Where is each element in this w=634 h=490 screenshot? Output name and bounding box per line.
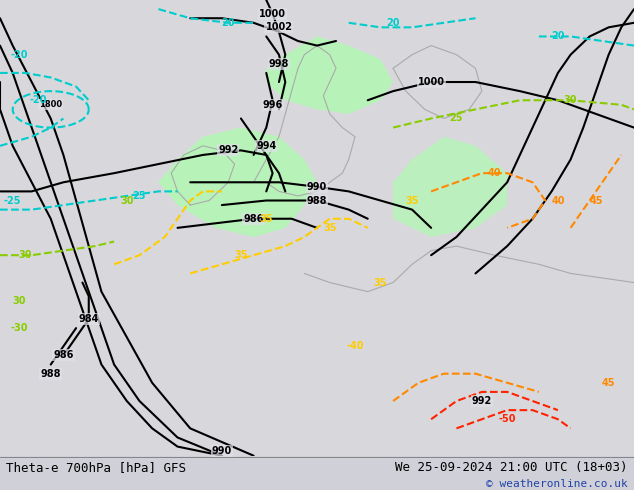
- Text: 40: 40: [488, 168, 501, 178]
- Text: 30: 30: [18, 250, 32, 260]
- Text: 986: 986: [243, 214, 264, 224]
- Polygon shape: [158, 127, 317, 237]
- Text: 25: 25: [450, 114, 463, 123]
- Text: 1000: 1000: [418, 77, 444, 87]
- Text: -40: -40: [346, 342, 364, 351]
- Text: -30: -30: [10, 323, 28, 333]
- Text: 25: 25: [133, 191, 146, 201]
- Text: 35: 35: [405, 196, 419, 205]
- Text: 994: 994: [256, 141, 276, 151]
- Text: 984: 984: [79, 314, 99, 324]
- Text: 35: 35: [259, 214, 273, 224]
- Text: 1002: 1002: [266, 23, 292, 32]
- Text: 1000: 1000: [259, 9, 286, 19]
- Text: 30: 30: [120, 196, 134, 205]
- Text: Theta-e 700hPa [hPa] GFS: Theta-e 700hPa [hPa] GFS: [6, 462, 186, 474]
- Text: 45: 45: [589, 196, 603, 205]
- Text: 986: 986: [53, 350, 74, 361]
- Text: We 25-09-2024 21:00 UTC (18+03): We 25-09-2024 21:00 UTC (18+03): [395, 462, 628, 474]
- Text: 35: 35: [373, 277, 387, 288]
- Text: 990: 990: [307, 182, 327, 192]
- Text: 988: 988: [307, 196, 327, 205]
- Text: 998: 998: [269, 59, 289, 69]
- Text: 40: 40: [551, 196, 565, 205]
- Text: 992: 992: [218, 146, 238, 155]
- Text: 992: 992: [472, 396, 492, 406]
- Polygon shape: [266, 36, 393, 114]
- Text: 996: 996: [262, 100, 283, 110]
- Text: 990: 990: [212, 446, 232, 456]
- Text: 988: 988: [41, 368, 61, 379]
- Text: -20: -20: [29, 95, 47, 105]
- Text: 1800: 1800: [39, 100, 62, 109]
- Text: 30: 30: [12, 296, 26, 306]
- Text: 45: 45: [602, 378, 616, 388]
- Text: 30: 30: [564, 95, 578, 105]
- Text: -25: -25: [4, 196, 22, 205]
- Text: 20: 20: [386, 18, 400, 28]
- Text: -20: -20: [10, 49, 28, 60]
- Text: 35: 35: [323, 223, 337, 233]
- Text: 20: 20: [551, 31, 565, 42]
- Text: 35: 35: [234, 250, 248, 260]
- Text: © weatheronline.co.uk: © weatheronline.co.uk: [486, 479, 628, 489]
- Polygon shape: [393, 137, 507, 237]
- Text: -50: -50: [498, 414, 516, 424]
- Text: 20: 20: [221, 18, 235, 28]
